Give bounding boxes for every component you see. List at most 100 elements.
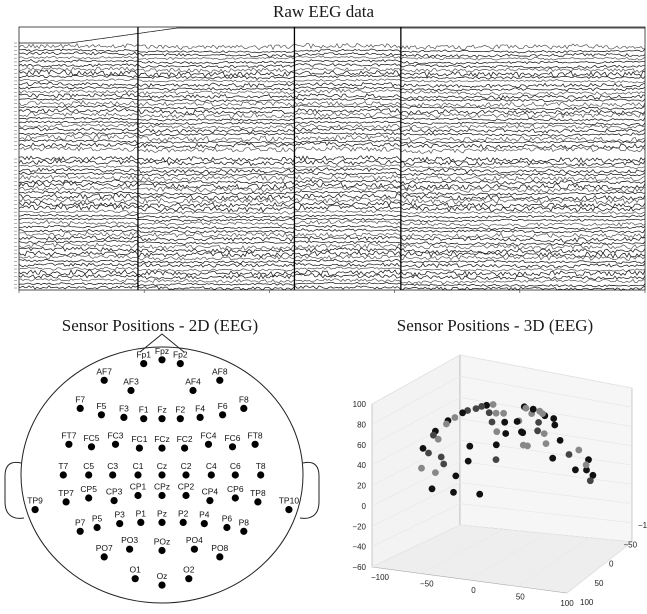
sensor-3d-point xyxy=(451,414,459,421)
sensor-label-cz: Cz xyxy=(157,461,167,471)
sensor-label-c1: C1 xyxy=(133,461,144,471)
sensor-label-c6: C6 xyxy=(230,461,241,471)
eeg-channel-trace xyxy=(18,200,646,209)
sensor-fz xyxy=(158,415,166,423)
sensor-tp9 xyxy=(31,506,39,514)
eeg-channel-trace xyxy=(18,224,646,230)
sensor-label-p7: P7 xyxy=(75,517,86,527)
sensor-3d-point xyxy=(522,404,530,412)
nose-outline xyxy=(139,333,185,353)
sensor-f7 xyxy=(76,404,84,412)
eeg-channel-trace xyxy=(18,111,646,119)
eeg-channel-trace xyxy=(18,246,646,255)
sensor-3d-point xyxy=(585,456,592,464)
sensor-3d-point xyxy=(542,440,550,447)
sensor-c2 xyxy=(182,471,190,479)
sensor-p1 xyxy=(137,518,145,527)
x-tick-label: −100 xyxy=(371,573,390,582)
grid-line xyxy=(459,354,633,389)
sensor-label-f6: F6 xyxy=(218,401,228,411)
sensor-3d-point xyxy=(476,490,484,498)
sensor-label-fc1: FC1 xyxy=(131,434,147,444)
eeg-channel-trace xyxy=(18,196,646,205)
sensor-f5 xyxy=(97,411,105,419)
sensor-label-cpz: CPz xyxy=(154,482,170,492)
eeg-channel-trace xyxy=(18,278,646,285)
eeg-channel-trace xyxy=(18,193,646,202)
sensor-label-c3: C3 xyxy=(107,461,118,471)
sensor-po8 xyxy=(216,553,224,561)
eeg-channel-trace xyxy=(18,190,646,196)
eeg-channel-trace xyxy=(18,185,646,193)
sensor-label-f4: F4 xyxy=(195,403,205,413)
sensor-af3 xyxy=(127,386,135,395)
left-ear-outline xyxy=(4,461,25,519)
eeg-channel-trace xyxy=(18,228,646,234)
eeg-channel-trace xyxy=(19,258,646,265)
sensor-3d-point xyxy=(419,445,427,452)
x-tick-label: 0 xyxy=(471,586,476,595)
sensor-3d-point xyxy=(459,409,466,417)
sensor-p6 xyxy=(223,523,231,532)
eeg-channel-trace xyxy=(18,78,646,84)
sensor-cp2 xyxy=(182,491,190,500)
sensor-label-fc4: FC4 xyxy=(200,430,216,440)
grid-line xyxy=(371,354,461,405)
sensor-3d-point xyxy=(478,403,486,410)
sensor-c4 xyxy=(207,471,215,479)
eeg-channel-trace xyxy=(18,273,646,281)
sensor-cp5 xyxy=(85,494,93,502)
sensor-tp8 xyxy=(254,498,262,506)
sensor-c1 xyxy=(134,471,142,479)
sensor-t8 xyxy=(257,471,265,479)
sensor-f6 xyxy=(219,411,227,419)
eeg-channel-trace xyxy=(18,231,646,239)
sensor-f8 xyxy=(240,404,248,412)
y-tick-label: 100 xyxy=(580,598,594,607)
sensor-3d-point xyxy=(450,488,457,496)
eeg-channel-trace xyxy=(18,131,646,137)
sensor-3d-point xyxy=(502,430,510,437)
sensor-fc4 xyxy=(204,440,213,448)
sensor-3d-point xyxy=(535,419,542,426)
y-tick-label: −50 xyxy=(624,540,638,549)
eeg-channel-trace xyxy=(19,27,645,44)
sensor-label-af3: AF3 xyxy=(123,377,139,387)
grid-line xyxy=(371,375,461,425)
grid-line xyxy=(459,439,633,466)
sensor-cz xyxy=(158,471,166,479)
sensor-label-t7: T7 xyxy=(58,461,68,471)
grid-line xyxy=(371,482,461,527)
eeg-channel-trace xyxy=(18,204,646,213)
sensor-label-p5: P5 xyxy=(92,514,103,524)
grid-line xyxy=(420,528,504,574)
sensor-label-p1: P1 xyxy=(136,508,147,518)
sensor-fp2 xyxy=(176,360,184,368)
grid-line xyxy=(459,460,633,485)
sensor-label-f5: F5 xyxy=(96,401,106,411)
eeg-channel-trace xyxy=(18,173,646,182)
sensor-c3 xyxy=(109,471,117,479)
sensor-label-fp1: Fp1 xyxy=(136,350,151,360)
sensor-f1 xyxy=(140,415,148,423)
sensor-3d-point xyxy=(519,429,527,437)
sensor-3d-point xyxy=(501,418,509,426)
sensor-label-tp9: TP9 xyxy=(27,496,43,506)
sensor-label-cp4: CP4 xyxy=(202,487,219,497)
eeg-channel-trace xyxy=(18,116,646,122)
raw-eeg-title: Raw EEG data xyxy=(272,2,375,21)
sensor-cp6 xyxy=(231,494,239,502)
sensor-3d-point xyxy=(500,409,507,417)
eeg-channel-trace xyxy=(18,42,646,51)
eeg-channel-trace xyxy=(18,48,646,54)
sensor-ft7 xyxy=(65,440,73,448)
sensor-3d-point xyxy=(492,441,500,449)
sensor-poz xyxy=(158,546,166,555)
eeg-channel-trace xyxy=(18,107,646,116)
eeg-channel-trace xyxy=(18,63,646,69)
sensor-o2 xyxy=(185,575,193,583)
sensor-label-fc2: FC2 xyxy=(177,434,193,444)
sensor-3d-point xyxy=(582,461,590,469)
sensor-label-p4: P4 xyxy=(199,510,210,520)
